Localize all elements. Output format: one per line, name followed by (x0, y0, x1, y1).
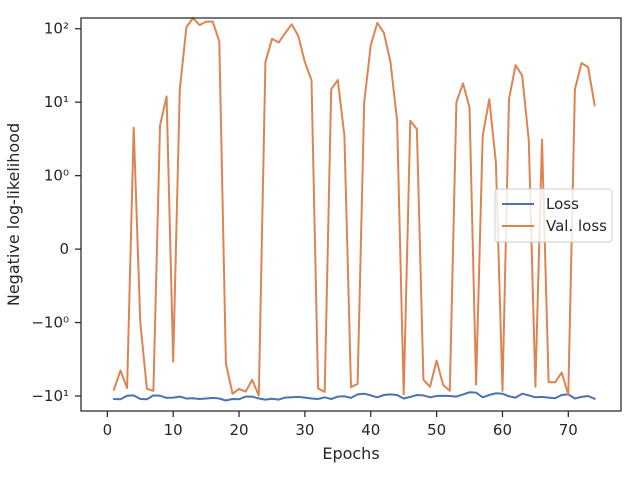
x-tick-label: 70 (559, 421, 578, 439)
y-tick-label: −10¹ (31, 387, 69, 405)
y-axis-label: Negative log-likelihood (4, 123, 23, 306)
y-tick-label: 10⁰ (44, 167, 69, 185)
series-layer (112, 17, 596, 402)
legend-label-loss: Loss (546, 195, 579, 213)
x-tick-label: 0 (103, 421, 113, 439)
x-tick-label: 50 (427, 421, 446, 439)
x-tick-label: 20 (230, 421, 249, 439)
x-tick-label: 40 (361, 421, 380, 439)
legend: Loss Val. loss (494, 188, 613, 243)
y-tick-label: 10² (44, 20, 69, 38)
legend-label-val-loss: Val. loss (546, 217, 607, 235)
y-tick-label: −10⁰ (31, 314, 69, 332)
legend-box (494, 188, 613, 243)
x-axis-label: Epochs (322, 444, 379, 463)
series-line-val-loss (112, 17, 596, 397)
y-ticks: −10¹ −10⁰ 0 10⁰ 10¹ 10² (31, 20, 81, 405)
x-tick-label: 10 (164, 421, 183, 439)
y-tick-label: 10¹ (44, 93, 69, 111)
x-tick-label: 30 (295, 421, 314, 439)
series-line-loss (112, 391, 596, 402)
y-tick-label: 0 (59, 240, 69, 258)
plot-frame (80, 17, 622, 412)
x-ticks: 0 10 20 30 40 50 60 70 (103, 411, 578, 439)
x-tick-label: 60 (493, 421, 512, 439)
